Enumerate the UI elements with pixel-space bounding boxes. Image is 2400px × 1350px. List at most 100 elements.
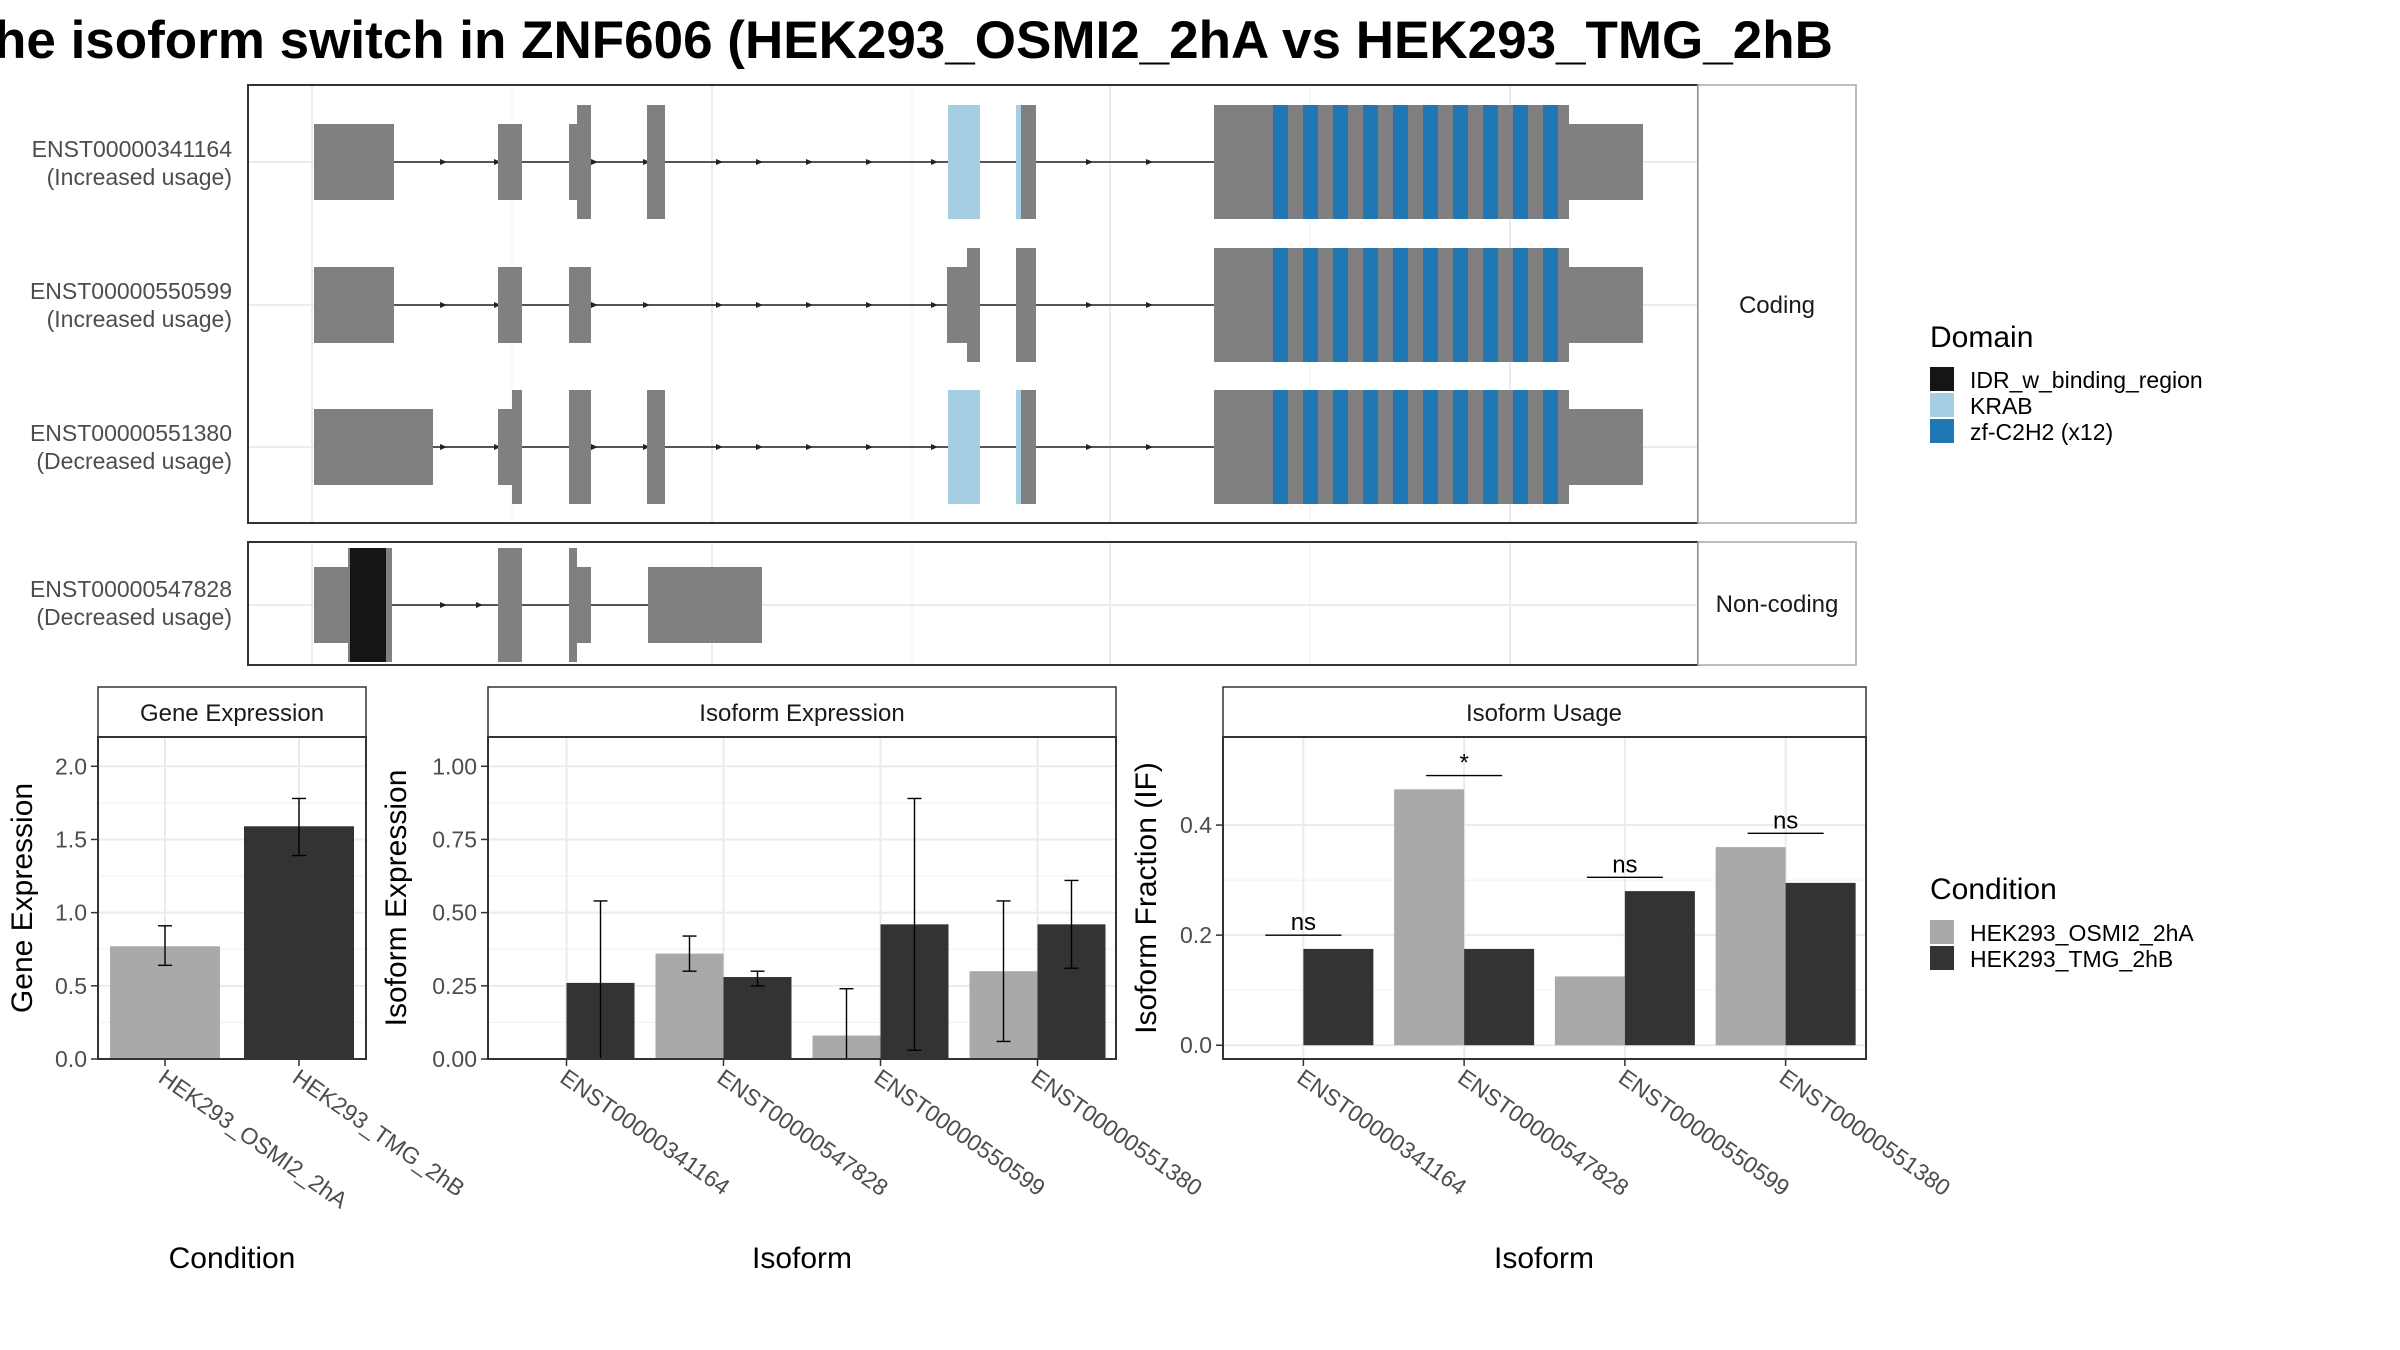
bar: [1394, 789, 1465, 1046]
isoform-label-4-id: ENST00000547828: [30, 576, 232, 602]
exon-block: [577, 567, 591, 643]
zf-domain: [1513, 248, 1528, 362]
y-tick-label: 2.0: [55, 753, 87, 779]
exon-block: [569, 548, 577, 662]
exon-block: [947, 267, 967, 343]
strand-arrow: [716, 159, 723, 165]
y-tick-label: 1.5: [55, 826, 87, 852]
exon-block: [498, 267, 522, 343]
strand-arrow: [643, 159, 650, 165]
strand-arrow: [931, 159, 938, 165]
strand-arrow: [756, 302, 763, 308]
zf-domain: [1303, 248, 1318, 362]
isoform-labels: ENST00000341164 (Increased usage) ENST00…: [30, 136, 232, 630]
zf-domain: [1483, 248, 1498, 362]
strand-arrow: [440, 444, 447, 450]
zf-domain: [1543, 105, 1558, 219]
strand-arrow: [1086, 302, 1093, 308]
gene-expr-y-title: Gene Expression: [6, 783, 39, 1013]
figure-title: he isoform switch in ZNF606 (HEK293_OSMI…: [0, 11, 1833, 70]
krab-domain: [948, 105, 980, 219]
zf-domain: [1273, 248, 1288, 362]
exon-block: [314, 567, 348, 643]
zf-domain: [1543, 390, 1558, 504]
domain-legend-title: Domain: [1930, 321, 2033, 354]
isoform-label-3-id: ENST00000551380: [30, 420, 232, 446]
iso-expr-strip: [487, 686, 1117, 738]
structure-panel-coding: Coding: [247, 84, 1857, 524]
legend-key-zf: [1930, 419, 1954, 443]
y-tick-label: 0.0: [55, 1046, 87, 1072]
bar: [1303, 948, 1374, 1046]
isoform-label-4-usage: (Decreased usage): [36, 604, 232, 630]
zf-domain: [1483, 390, 1498, 504]
structure-panel-noncoding: Non-coding: [247, 541, 1857, 666]
zf-domain: [1393, 105, 1408, 219]
zf-domain: [1513, 390, 1528, 504]
strand-arrow: [643, 302, 650, 308]
zf-domain: [1363, 105, 1378, 219]
domain-legend: Domain IDR_w_binding_region KRAB zf-C2H2…: [1930, 321, 2203, 445]
exon-block: [314, 267, 394, 343]
zf-domain: [1423, 390, 1438, 504]
exon-block: [1569, 409, 1643, 485]
strand-arrow: [756, 444, 763, 450]
krab-domain: [948, 390, 980, 504]
exon-block: [648, 567, 762, 643]
strand-arrow: [643, 444, 650, 450]
strand-arrow: [931, 444, 938, 450]
strand-arrow: [440, 302, 447, 308]
exon-block: [1021, 105, 1036, 219]
strand-arrow: [866, 159, 873, 165]
strand-arrow: [494, 444, 501, 450]
y-tick-label: 1.0: [55, 900, 87, 926]
gene-expr-strip-title: Gene Expression: [140, 700, 324, 727]
krab-domain: [1016, 105, 1021, 219]
legend-label-osmi: HEK293_OSMI2_2hA: [1970, 920, 2194, 946]
y-tick-label: 0.00: [432, 1046, 477, 1072]
legend-key-osmi: [1930, 920, 1954, 944]
iso-usage-bars: ns * ns ns: [1265, 750, 1856, 1046]
exon-block: [1021, 390, 1036, 504]
gene-expr-strip: [97, 686, 367, 738]
significance-label: ns: [1773, 807, 1798, 834]
significance-label: ns: [1291, 909, 1316, 936]
condition-legend: Condition HEK293_OSMI2_2hA HEK293_TMG_2h…: [1930, 873, 2194, 972]
bar: [1554, 976, 1625, 1046]
strand-arrow: [494, 302, 501, 308]
legend-label-tmg: HEK293_TMG_2hB: [1970, 946, 2173, 972]
zf-domain: [1273, 105, 1288, 219]
zf-domain: [1333, 105, 1348, 219]
bar: [1785, 882, 1856, 1046]
exon-block: [1214, 248, 1275, 362]
bar: [1715, 847, 1786, 1046]
exon-block: [569, 267, 591, 343]
iso-expr-panel-border: [487, 736, 1117, 1060]
gene-expr-panel-border: [97, 736, 367, 1060]
isoform-label-3-usage: (Decreased usage): [36, 448, 232, 474]
legend-label-krab: KRAB: [1970, 393, 2033, 419]
y-tick-label: 0.2: [1180, 922, 1212, 948]
exon-block: [967, 248, 980, 362]
legend-key-idr: [1930, 367, 1954, 391]
isoform-label-2-usage: (Increased usage): [47, 306, 232, 332]
zf-domain: [1363, 390, 1378, 504]
strand-arrow: [866, 302, 873, 308]
exon-block: [1569, 124, 1643, 200]
exon-block: [314, 409, 433, 485]
noncoding-panel-bg: [248, 542, 1698, 665]
strand-arrow: [866, 444, 873, 450]
legend-label-idr: IDR_w_binding_region: [1970, 367, 2203, 393]
exon-block: [569, 390, 591, 504]
idr-domain: [350, 548, 386, 662]
zf-domain: [1393, 390, 1408, 504]
strand-arrow: [591, 302, 598, 308]
iso-usage-y-title: Isoform Fraction (IF): [1130, 762, 1163, 1034]
legend-label-zf: zf-C2H2 (x12): [1970, 419, 2113, 445]
zf-domain: [1543, 248, 1558, 362]
iso-expr-bars: [525, 797, 1106, 1060]
y-tick-label: 0.25: [432, 973, 477, 999]
strand-arrow: [806, 444, 813, 450]
exon-block: [647, 390, 665, 504]
